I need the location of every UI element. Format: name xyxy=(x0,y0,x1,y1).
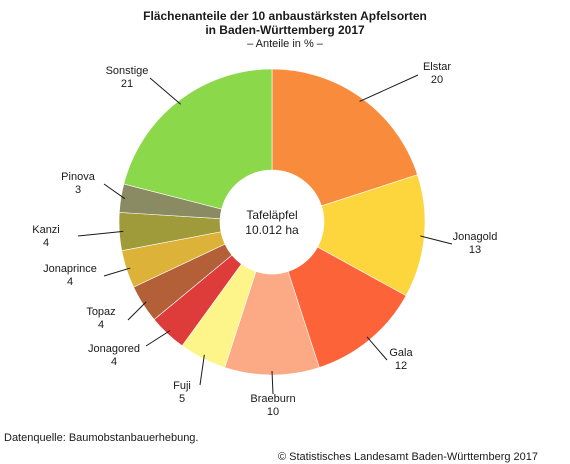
chart-subtitle: – Anteile in % – xyxy=(247,38,323,50)
leader-line-pinova xyxy=(103,183,126,200)
slice-label-sonstige: Sonstige xyxy=(106,65,149,77)
slice-value-gala: 12 xyxy=(395,360,407,372)
slice-label-kanzi: Kanzi xyxy=(32,224,60,236)
chart-title-line-1: Flächenanteile der 10 anbaustärksten Apf… xyxy=(143,9,427,23)
slice-value-jonagold: 13 xyxy=(469,244,481,256)
leader-line-braeburn xyxy=(271,370,274,395)
slice-elstar xyxy=(271,68,418,207)
slice-label-gala: Gala xyxy=(389,347,413,359)
slice-value-jonaprince: 4 xyxy=(67,276,73,288)
leader-line-jonaprince xyxy=(103,267,131,277)
slice-label-jonagold: Jonagold xyxy=(453,231,498,243)
leader-line-fuji xyxy=(199,354,205,386)
slice-label-fuji: Fuji xyxy=(173,380,191,392)
slice-label-jonagored: Jonagored xyxy=(88,343,140,355)
source-note: Datenquelle: Baumobstanbauerhebung. xyxy=(4,432,199,444)
slice-label-elstar: Elstar xyxy=(423,61,451,73)
slice-value-elstar: 20 xyxy=(431,74,443,86)
leader-line-topaz xyxy=(127,301,147,321)
slice-value-topaz: 4 xyxy=(98,319,104,331)
donut-slices xyxy=(118,68,426,376)
slice-value-braeburn: 10 xyxy=(267,406,279,418)
slice-value-fuji: 5 xyxy=(179,393,185,405)
slice-label-jonaprince: Jonaprince xyxy=(43,263,97,275)
slice-label-pinova: Pinova xyxy=(61,171,96,183)
slice-value-sonstige: 21 xyxy=(121,78,133,90)
slice-label-braeburn: Braeburn xyxy=(250,393,295,405)
slice-value-kanzi: 4 xyxy=(43,237,49,249)
leader-line-jonagold xyxy=(420,235,453,245)
slice-value-pinova: 3 xyxy=(75,184,81,196)
slice-value-jonagored: 4 xyxy=(111,356,117,368)
slice-label-topaz: Topaz xyxy=(86,306,115,318)
center-label-title: Tafeläpfel xyxy=(246,208,297,222)
leader-line-elstar xyxy=(359,74,419,102)
copyright-note: © Statistisches Landesamt Baden-Württemb… xyxy=(278,451,539,463)
donut-hole xyxy=(220,170,324,274)
leader-line-gala xyxy=(366,336,388,361)
chart-title-line-2: in Baden-Württemberg 2017 xyxy=(205,23,365,37)
center-label-total: 10.012 ha xyxy=(245,223,299,237)
leader-line-kanzi xyxy=(77,230,124,237)
leader-line-jonagored xyxy=(145,330,171,347)
leader-line-sonstige xyxy=(149,77,182,105)
